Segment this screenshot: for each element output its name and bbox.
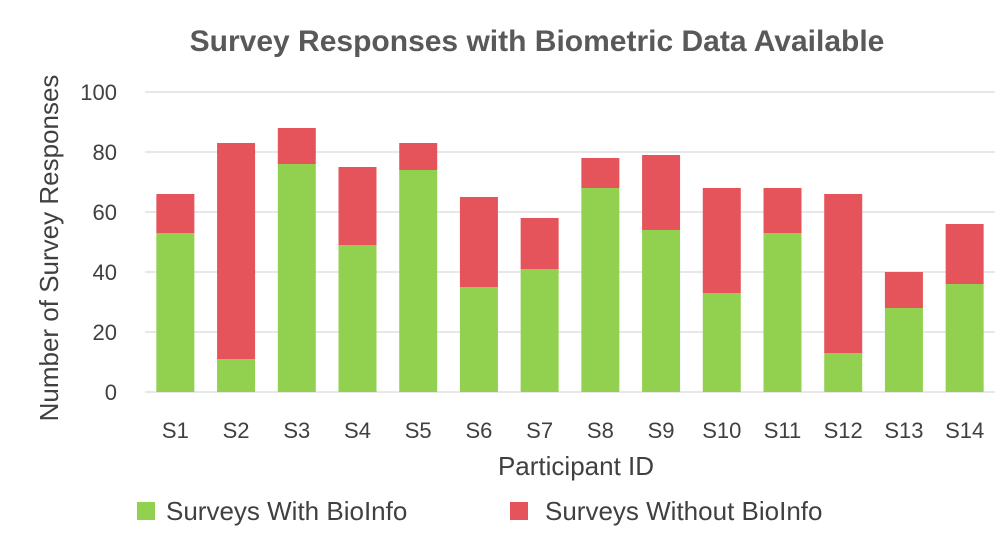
bar-segment-without-bioinfo — [642, 155, 681, 230]
bar-segment-without-bioinfo — [520, 218, 559, 269]
y-tick-label: 60 — [93, 200, 117, 225]
bar-segment-with-bioinfo — [217, 359, 256, 392]
x-tick-label: S5 — [405, 418, 432, 443]
x-tick-label: S8 — [587, 418, 614, 443]
bar-segment-with-bioinfo — [338, 245, 377, 392]
bars — [156, 128, 984, 392]
y-tick-label: 20 — [93, 320, 117, 345]
y-tick-label: 40 — [93, 260, 117, 285]
bar-segment-with-bioinfo — [459, 287, 498, 392]
x-tick-label: S7 — [526, 418, 553, 443]
y-tick-labels: 0 20 40 60 80 100 — [80, 80, 117, 405]
chart-title: Survey Responses with Biometric Data Ava… — [190, 25, 885, 58]
bar-segment-with-bioinfo — [763, 233, 802, 392]
bar-segment-with-bioinfo — [945, 284, 984, 392]
x-tick-label: S10 — [702, 418, 741, 443]
x-tick-labels: S1 S2 S3 S4 S5 S6 S7 S8 S9 S10 S11 S12 S13 S14 — [162, 418, 984, 443]
bar-segment-without-bioinfo — [399, 143, 438, 170]
legend: Surveys With BioInfo Surveys Without BioI… — [137, 496, 822, 526]
x-tick-label: S13 — [884, 418, 923, 443]
bar-segment-with-bioinfo — [581, 188, 620, 392]
bar-segment-with-bioinfo — [399, 170, 438, 392]
bar-segment-without-bioinfo — [156, 194, 195, 233]
bar-segment-without-bioinfo — [702, 188, 741, 293]
x-tick-label: S11 — [764, 418, 802, 443]
bar-segment-with-bioinfo — [642, 230, 681, 392]
y-axis-label: Number of Survey Responses — [34, 75, 64, 422]
bar-segment-with-bioinfo — [520, 269, 559, 392]
bar-segment-with-bioinfo — [156, 233, 195, 392]
x-tick-label: S12 — [824, 418, 863, 443]
bar-segment-with-bioinfo — [884, 308, 923, 392]
y-tick-label: 100 — [80, 80, 117, 105]
bar-segment-with-bioinfo — [824, 353, 863, 392]
bar-segment-with-bioinfo — [702, 293, 741, 392]
x-tick-label: S2 — [223, 418, 250, 443]
x-tick-label: S14 — [945, 418, 984, 443]
legend-swatch — [510, 502, 528, 520]
bar-segment-with-bioinfo — [277, 164, 316, 392]
y-tick-label: 80 — [93, 140, 117, 165]
bar-segment-without-bioinfo — [217, 143, 256, 359]
bar-segment-without-bioinfo — [277, 128, 316, 164]
x-tick-label: S3 — [283, 418, 310, 443]
bar-segment-without-bioinfo — [338, 167, 377, 245]
bar-segment-without-bioinfo — [459, 197, 498, 287]
legend-label: Surveys Without BioInfo — [545, 496, 822, 526]
bar-segment-without-bioinfo — [884, 272, 923, 308]
x-tick-label: S6 — [465, 418, 492, 443]
bar-segment-without-bioinfo — [763, 188, 802, 233]
bar-segment-without-bioinfo — [581, 158, 620, 188]
x-tick-label: S1 — [162, 418, 189, 443]
gridlines — [145, 91, 995, 393]
bar-segment-without-bioinfo — [945, 224, 984, 284]
legend-label: Surveys With BioInfo — [166, 496, 407, 526]
x-axis-label: Participant ID — [498, 451, 654, 481]
y-tick-label: 0 — [105, 380, 117, 405]
x-tick-label: S4 — [344, 418, 371, 443]
bar-segment-without-bioinfo — [824, 194, 863, 353]
x-tick-label: S9 — [648, 418, 675, 443]
legend-swatch — [137, 502, 155, 520]
